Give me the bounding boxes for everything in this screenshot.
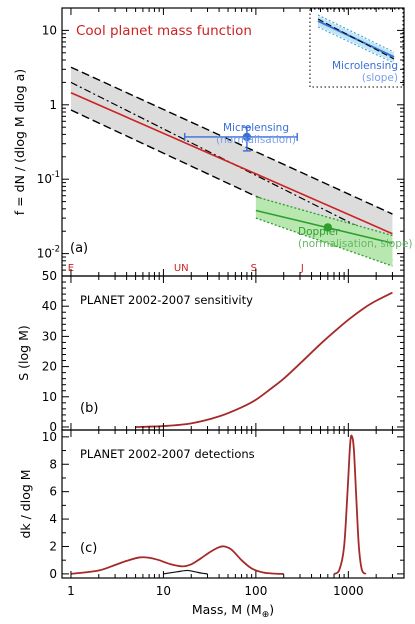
detection-curve-1 — [70, 545, 284, 575]
inset-slope-line — [317, 20, 395, 58]
panel-a: Microlensing (slope) Cool planet mass fu… — [12, 7, 413, 277]
microlensing-fit-line — [70, 92, 393, 235]
doppler-uncertainty-band — [255, 196, 393, 267]
inset-reference-line — [317, 18, 395, 60]
y-tick-label: 10 — [42, 23, 57, 37]
panel-a-title: Cool planet mass function — [76, 23, 252, 39]
y-tick-label: 10 — [42, 430, 57, 444]
panel-b-y-ticks: 0 10 20 30 40 50 — [42, 269, 404, 434]
planet-marker-e: E — [68, 263, 74, 274]
y-tick-label: 30 — [42, 329, 57, 343]
y-tick-label: 6 — [49, 485, 57, 499]
y-tick-label: 0 — [49, 567, 57, 581]
y-tick-exponent: -2 — [52, 245, 60, 255]
band-upper-dashed-line — [70, 66, 393, 215]
y-tick-label: 50 — [42, 269, 57, 283]
x-axis-label: Mass, M (M⊕) — [192, 602, 274, 620]
doppler-point — [323, 223, 333, 232]
panel-b-title: PLANET 2002-2007 sensitivity — [80, 293, 253, 307]
microlensing-point — [184, 126, 298, 152]
panel-a-label: (a) — [70, 241, 88, 256]
y-tick-label: 20 — [42, 360, 57, 374]
planet-marker-j: J — [300, 263, 304, 274]
x-tick-label: 10 — [156, 584, 171, 598]
detection-curves — [70, 434, 367, 575]
panel-c: PLANET 2002-2007 detections (c) 0246810 … — [18, 429, 405, 620]
panel-c-title: PLANET 2002-2007 detections — [80, 447, 255, 461]
panel-b-y-axis-label: S (log M) — [16, 325, 31, 380]
y-tick-label: 10 — [37, 172, 52, 186]
y-tick-label: 40 — [42, 299, 57, 313]
doppler-label: Doppler — [298, 226, 340, 238]
y-tick-label: 8 — [49, 457, 57, 471]
y-tick-label: 2 — [49, 539, 57, 553]
panel-b-x-ticks — [70, 276, 405, 430]
microlensing-sublabel: (normalisation) — [216, 134, 296, 146]
x-tick-label: 1000 — [333, 584, 364, 598]
planet-marker-un: UN — [174, 263, 189, 274]
panel-b-label: (b) — [80, 401, 98, 416]
panel-c-x-ticks: 1 10 100 1000 — [67, 430, 405, 598]
y-tick-label: 1 — [49, 98, 57, 112]
inset: Microlensing (slope) — [309, 8, 404, 88]
y-tick-label: 0 — [49, 420, 57, 434]
panel-a-y-axis-label: f = dN / (dlog M dlog a) — [12, 69, 27, 215]
sensitivity-curve — [135, 291, 393, 428]
x-tick-label: 100 — [244, 584, 267, 598]
y-tick-label: 4 — [49, 512, 57, 526]
inset-sublabel: (slope) — [362, 72, 398, 84]
inset-label: Microlensing — [332, 60, 398, 72]
panel-a-x-ticks — [70, 8, 405, 276]
panel-b: PLANET 2002-2007 sensitivity (b) 0 10 20 30… — [16, 269, 405, 434]
doppler-band-lower-line — [255, 217, 393, 267]
solar-system-markers: E UN S J — [68, 263, 304, 274]
x-tick-label: 1 — [67, 584, 75, 598]
detection-curve-3 — [163, 569, 208, 575]
panel-c-y-axis-label: dk / dlog M — [18, 469, 33, 538]
microlensing-marker — [242, 132, 252, 142]
panel-c-y-ticks: 0 2 4 6 8 10 — [42, 430, 404, 581]
panel-c-label: (c) — [80, 541, 97, 556]
y-tick-exponent: -1 — [52, 170, 60, 180]
microlensing-label: Microlensing — [223, 122, 289, 134]
doppler-sublabel: (normalisation, slope) — [298, 238, 413, 250]
y-tick-label: 10 — [37, 247, 52, 261]
planet-marker-s: S — [251, 263, 257, 274]
y-tick-label: 10 — [42, 390, 57, 404]
detection-curve-2 — [333, 434, 367, 575]
